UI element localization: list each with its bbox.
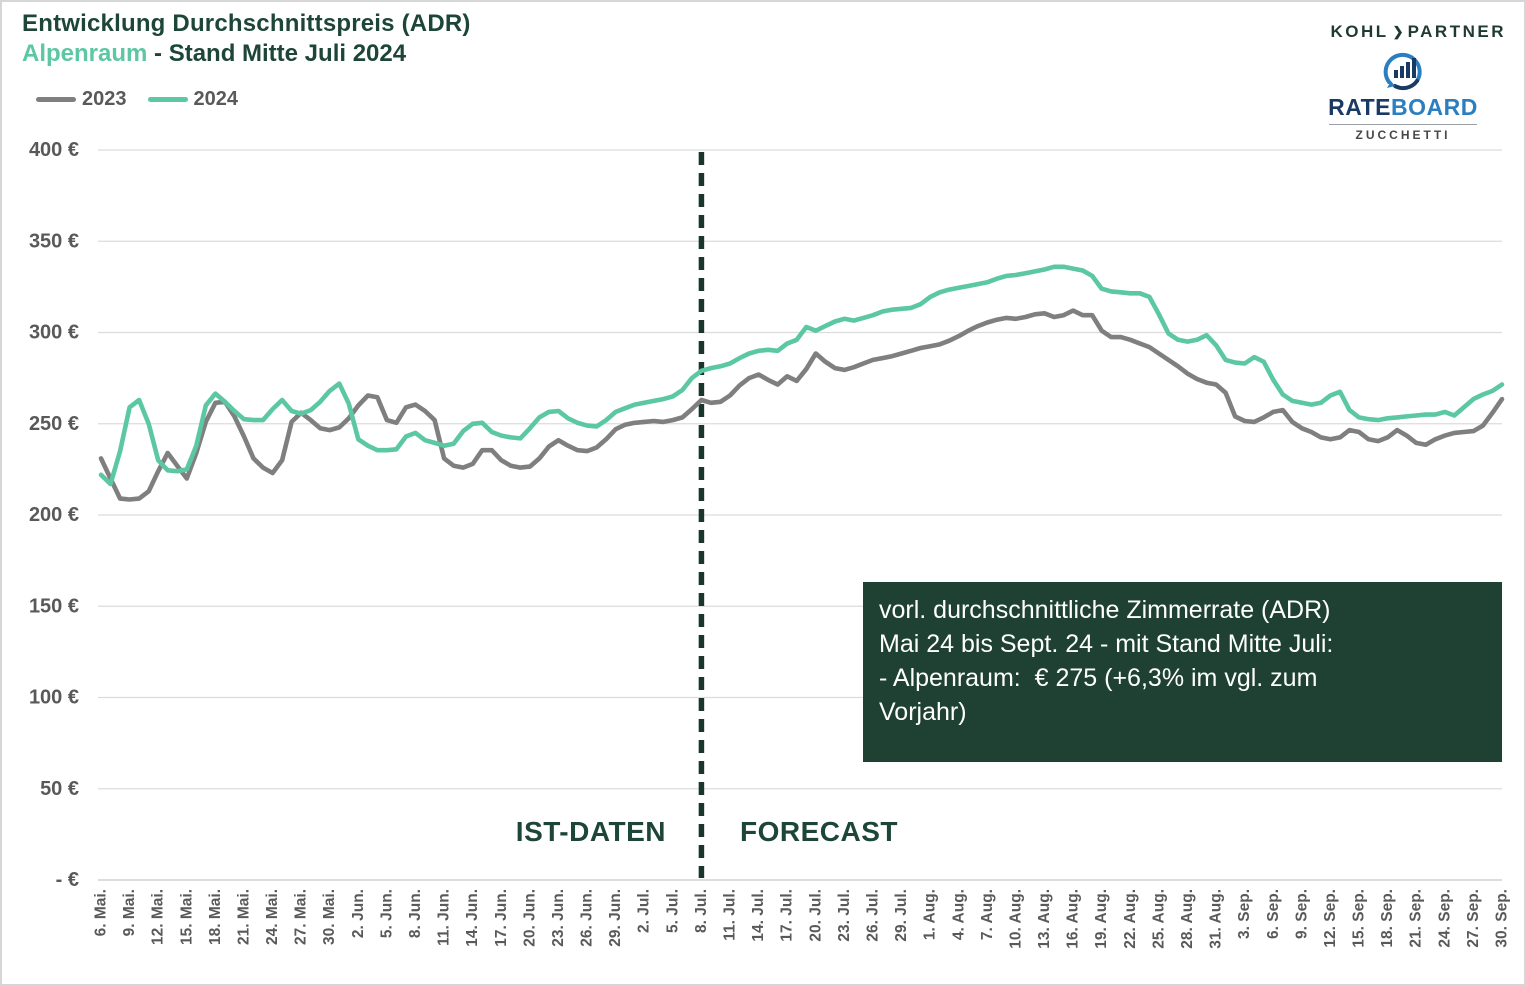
page-title: Entwicklung Durchschnittspreis (ADR) bbox=[22, 10, 471, 37]
x-axis-tick-label: 27. Mai. bbox=[293, 889, 310, 945]
y-axis-tick-label: 250 € bbox=[29, 413, 79, 435]
annotation-line: Vorjahr) bbox=[879, 698, 967, 726]
x-axis-tick-label: 31. Aug. bbox=[1208, 889, 1225, 949]
y-axis-tick-label: 350 € bbox=[29, 230, 79, 252]
x-axis-tick-label: 1. Aug. bbox=[922, 889, 939, 940]
x-axis-tick-label: 24. Sep. bbox=[1436, 889, 1453, 948]
x-axis-tick-label: 2. Jun. bbox=[350, 889, 367, 938]
x-axis-tick-label: 22. Aug. bbox=[1122, 889, 1139, 949]
legend-item-2024: 2024 bbox=[147, 88, 239, 111]
x-axis-tick-label: 8. Jul. bbox=[693, 889, 710, 933]
kohl-text: KOHL bbox=[1330, 22, 1389, 41]
x-axis-tick-label: 10. Aug. bbox=[1007, 889, 1024, 949]
series-line-2023 bbox=[98, 308, 1505, 502]
x-axis-tick-label: 21. Mai. bbox=[236, 889, 253, 945]
kohl-partner-arrow-icon: ❯ bbox=[1392, 24, 1404, 39]
x-axis-tick-label: 6. Mai. bbox=[93, 889, 110, 936]
x-axis-tick-label: 9. Sep. bbox=[1293, 889, 1310, 939]
y-axis-tick-label: 400 € bbox=[29, 139, 79, 161]
x-axis-tick-label: 12. Sep. bbox=[1322, 889, 1339, 948]
y-axis-tick-label: - € bbox=[56, 869, 79, 891]
x-axis-tick-label: 7. Aug. bbox=[979, 889, 996, 940]
partner-text: PARTNER bbox=[1407, 22, 1506, 41]
x-axis-tick-label: 16. Aug. bbox=[1065, 889, 1082, 949]
x-axis-tick-label: 29. Jul. bbox=[893, 889, 910, 942]
kohl-partner-logo: KOHL ❯ PARTNER bbox=[1331, 22, 1507, 42]
x-axis-tick-label: 25. Aug. bbox=[1150, 889, 1167, 949]
ist-daten-label: IST-DATEN bbox=[515, 816, 666, 847]
subtitle-date: - Stand Mitte Juli 2024 bbox=[147, 40, 407, 67]
x-axis-tick-label: 14. Jul. bbox=[750, 889, 767, 942]
y-axis-tick-label: 300 € bbox=[29, 322, 79, 344]
y-axis-tick-label: 150 € bbox=[29, 595, 79, 617]
x-axis-tick-label: 13. Aug. bbox=[1036, 889, 1053, 949]
y-axis-tick-label: 50 € bbox=[40, 778, 79, 800]
x-axis-tick-label: 20. Jul. bbox=[807, 889, 824, 942]
series-line-2024 bbox=[98, 264, 1505, 487]
x-axis-tick-label: 3. Sep. bbox=[1236, 889, 1253, 939]
x-axis-tick-label: 23. Jul. bbox=[836, 889, 853, 942]
annotation-line: - Alpenraum: € 275 (+6,3% im vgl. zum bbox=[879, 664, 1318, 692]
x-axis-tick-label: 27. Sep. bbox=[1465, 889, 1482, 948]
legend-swatch-2023 bbox=[36, 97, 76, 102]
annotation-line: vorl. durchschnittliche Zimmerrate (ADR) bbox=[879, 596, 1331, 624]
x-axis-tick-label: 23. Jun. bbox=[550, 889, 567, 947]
x-axis-tick-label: 29. Jun. bbox=[607, 889, 624, 947]
x-axis-tick-label: 15. Mai. bbox=[178, 889, 195, 945]
x-axis-tick-label: 21. Sep. bbox=[1408, 889, 1425, 948]
x-axis-tick-label: 9. Mai. bbox=[121, 889, 138, 936]
x-axis-tick-label: 8. Jun. bbox=[407, 889, 424, 938]
x-axis-tick-label: 2. Jul. bbox=[636, 889, 653, 933]
legend-item-2023: 2023 bbox=[36, 88, 127, 111]
rateboard-chart-icon bbox=[1383, 52, 1422, 91]
subtitle-region: Alpenraum bbox=[22, 40, 148, 67]
x-axis-tick-label: 26. Jul. bbox=[865, 889, 882, 942]
x-axis-tick-label: 15. Sep. bbox=[1351, 889, 1368, 948]
x-axis-tick-label: 5. Jun. bbox=[378, 889, 395, 938]
legend-swatch-2024 bbox=[147, 97, 188, 102]
x-axis-tick-label: 12. Mai. bbox=[150, 889, 167, 945]
annotation-line: Mai 24 bis Sept. 24 - mit Stand Mitte Ju… bbox=[879, 630, 1334, 658]
rateboard-divider bbox=[1329, 124, 1477, 125]
legend-label-2024: 2024 bbox=[193, 88, 239, 110]
y-axis-tick-label: 200 € bbox=[29, 504, 79, 526]
y-axis-tick-label: 100 € bbox=[29, 687, 79, 709]
x-axis-tick-label: 6. Sep. bbox=[1265, 889, 1282, 939]
x-axis-tick-label: 5. Jul. bbox=[664, 889, 681, 933]
page-subtitle: Alpenraum - Stand Mitte Juli 2024 bbox=[22, 40, 406, 68]
forecast-label: FORECAST bbox=[740, 816, 898, 847]
rateboard-wordmark: RATEBOARD bbox=[1322, 94, 1484, 121]
x-axis-tick-label: 11. Jul. bbox=[722, 889, 739, 941]
x-axis-tick-label: 17. Jul. bbox=[779, 889, 796, 942]
x-axis-tick-label: 11. Jun. bbox=[436, 889, 453, 946]
x-axis-tick-label: 18. Sep. bbox=[1379, 889, 1396, 948]
x-axis-tick-label: 20. Jun. bbox=[521, 889, 538, 947]
chart-legend: 2023 2024 bbox=[36, 88, 238, 111]
x-axis-tick-label: 18. Mai. bbox=[207, 889, 224, 945]
rateboard-logo: RATEBOARD ZUCCHETTI bbox=[1322, 48, 1484, 142]
annotation-box: vorl. durchschnittliche Zimmerrate (ADR)… bbox=[863, 582, 1502, 762]
x-axis-tick-label: 4. Aug. bbox=[950, 889, 967, 940]
x-axis-tick-label: 19. Aug. bbox=[1093, 889, 1110, 949]
x-axis-tick-label: 26. Jun. bbox=[579, 889, 596, 947]
x-axis-tick-label: 28. Aug. bbox=[1179, 889, 1196, 949]
x-axis-tick-label: 14. Jun. bbox=[464, 889, 481, 947]
x-axis-tick-label: 30. Mai. bbox=[321, 889, 338, 945]
x-axis-tick-label: 30. Sep. bbox=[1494, 889, 1511, 948]
legend-label-2023: 2023 bbox=[82, 88, 127, 110]
x-axis-tick-label: 24. Mai. bbox=[264, 889, 281, 945]
rateboard-rate-text: RATE bbox=[1328, 94, 1392, 120]
zucchetti-text: ZUCCHETTI bbox=[1355, 128, 1451, 142]
rateboard-board-text: BOARD bbox=[1391, 94, 1478, 120]
x-axis-tick-label: 17. Jun. bbox=[493, 889, 510, 947]
